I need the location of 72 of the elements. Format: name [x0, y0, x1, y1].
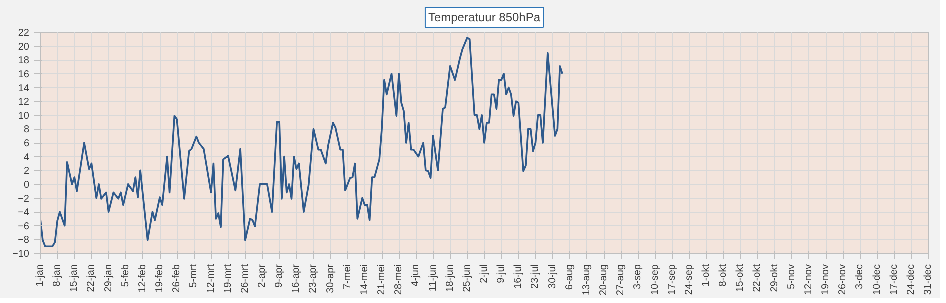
x-tick-label: 23-apr	[308, 264, 320, 294]
y-tick-label: 14	[18, 83, 30, 94]
y-tick-label: 6	[24, 138, 30, 150]
x-tick-label: 2-apr	[257, 264, 268, 288]
x-tick-label: 8-jan	[52, 264, 64, 287]
x-tick-label: 14-mei	[359, 264, 370, 296]
x-tick-label: 25-jun	[462, 264, 473, 292]
x-tick-label: 19-nov	[820, 264, 832, 296]
x-tick-label: 4-jun	[410, 264, 422, 287]
x-tick-label: 12-mrt	[206, 264, 217, 294]
x-tick-label: 5-mrt	[188, 264, 200, 288]
y-tick-label: 2	[24, 166, 30, 178]
x-tick-label: 9-jul	[496, 264, 508, 284]
x-tick-label: 28-mei	[394, 264, 405, 296]
x-tick-label: 17-dec	[888, 264, 900, 296]
x-tick-label: 19-mrt	[222, 264, 234, 294]
x-tick-label: 26-feb	[172, 264, 183, 293]
x-tick-label: 1-jan	[35, 264, 46, 287]
x-tick-label: 24-dec	[906, 264, 917, 296]
x-tick-label: 10-dec	[872, 264, 883, 296]
x-tick-label: 26-mrt	[240, 264, 251, 294]
x-tick-label: 7-mei	[342, 264, 354, 290]
y-tick-label: 16	[18, 69, 30, 80]
x-tick-label: 31-dec	[923, 264, 934, 296]
x-tick-label: 15-okt	[735, 264, 746, 292]
x-tick-label: 10-sep	[650, 264, 661, 296]
x-tick-label: 29-jan	[103, 264, 114, 292]
y-tick-label: 4	[24, 152, 30, 164]
x-tick-label: 16-apr	[291, 264, 302, 294]
x-tick-label: 6-aug	[564, 264, 576, 290]
x-tick-label: 3-sep	[632, 264, 644, 290]
y-tick-label: 10	[18, 110, 30, 122]
x-tick-label: 20-aug	[598, 264, 610, 296]
x-tick-label: 30-jul	[547, 264, 558, 289]
y-tick-label: −10	[12, 249, 30, 260]
x-tick-label: 29-okt	[769, 264, 780, 292]
y-tick-label: 18	[18, 56, 30, 67]
x-tick-label: 19-feb	[154, 264, 166, 293]
x-tick-label: 26-nov	[838, 264, 849, 296]
y-tick-label: −6	[18, 221, 30, 232]
y-tick-label: 8	[24, 124, 30, 136]
x-tick-label: 12-feb	[137, 264, 148, 293]
x-tick-label: 5-nov	[786, 264, 798, 290]
y-tick-label: 12	[18, 97, 30, 108]
x-tick-label: 21-mei	[376, 264, 388, 296]
y-tick-label: −8	[18, 235, 30, 246]
line-series	[40, 37, 564, 248]
x-tick-label: 9-apr	[274, 264, 286, 288]
x-tick-label: 18-jun	[444, 264, 456, 292]
y-tick-label: 20	[18, 42, 30, 53]
x-tick-label: 15-jan	[69, 264, 80, 292]
x-tick-label: 16-jul	[513, 264, 524, 289]
x-tick-label: 1-okt	[701, 264, 712, 287]
x-tick-label: 22-okt	[752, 264, 764, 292]
x-tick-label: 2-jul	[479, 264, 490, 284]
x-tick-label: 8-okt	[718, 264, 730, 287]
y-tick-label: −2	[18, 194, 30, 205]
y-tick-label: 0	[24, 180, 30, 191]
x-tick-label: 27-aug	[616, 264, 627, 296]
x-tick-label: 23-jul	[530, 264, 542, 289]
x-tick-label: 3-dec	[854, 264, 866, 290]
x-tick-label: 11-jun	[428, 264, 439, 292]
x-tick-label: 30-apr	[325, 264, 336, 294]
x-tick-label: 13-aug	[581, 264, 592, 296]
x-tick-label: 17-sep	[666, 264, 678, 296]
x-tick-label: 5-feb	[120, 264, 132, 288]
x-tick-label: 24-sep	[684, 264, 695, 296]
y-tick-label: −4	[18, 208, 30, 219]
x-tick-label: 22-jan	[86, 264, 98, 292]
x-tick-label: 12-nov	[803, 264, 814, 296]
y-tick-label: 22	[18, 28, 30, 39]
chart-title: Temperatuur 850hPa	[428, 10, 541, 24]
